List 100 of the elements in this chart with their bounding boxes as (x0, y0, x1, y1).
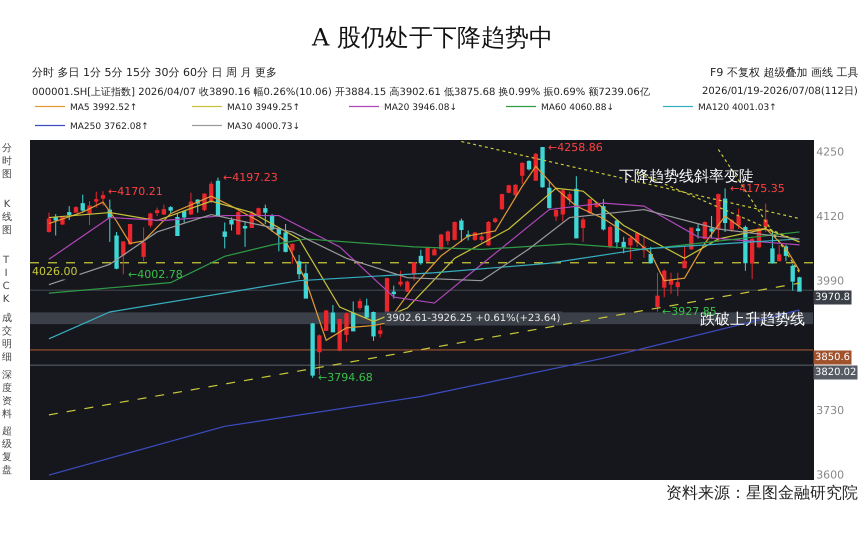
candlestick (418, 249, 423, 266)
annotation: 下降趋势线斜率变陡 (619, 167, 754, 185)
candlestick (696, 224, 700, 239)
candlestick (74, 206, 78, 214)
annotation: ←4002.78 (128, 268, 183, 281)
candlestick (622, 236, 626, 254)
text: 分时 多日 1分 5分 15分 30分 60分 日 周 月 更多 (32, 66, 277, 79)
text: TICK (2, 255, 10, 305)
candlestick (534, 152, 538, 182)
candlestick (506, 184, 511, 194)
candlestick (222, 222, 227, 249)
ref-line-label: 3820.02 (815, 367, 856, 378)
candlestick (676, 272, 680, 297)
candlestick (162, 204, 166, 216)
candlestick (500, 193, 504, 211)
candlestick (114, 231, 119, 270)
candlestick (236, 210, 240, 236)
candlestick (547, 180, 552, 210)
candlestick (344, 312, 349, 343)
candlestick (520, 162, 524, 184)
candlestick (290, 242, 295, 264)
text: 成交明细 (2, 312, 12, 363)
candlestick (46, 212, 52, 233)
candlestick (655, 272, 660, 312)
candlestick (378, 325, 382, 338)
candlestick (608, 225, 612, 249)
text: 深度资料 (2, 369, 12, 420)
legend-label: MA30 4000.73↓ (227, 122, 300, 132)
candlestick (662, 268, 666, 298)
candlestick (438, 233, 444, 250)
candlestick (459, 218, 464, 242)
candlestick (493, 217, 498, 224)
legend-label: MA5 3992.52↑ (70, 103, 138, 114)
y-tick-label: 3730 (816, 404, 844, 417)
ref-line-label: 4026.00 (32, 265, 78, 278)
annotation: ←3794.68 (318, 371, 373, 384)
candlestick (668, 272, 674, 294)
candlestick (554, 207, 558, 222)
text: 000001.SH[上证指数] 2026/04/07 收3890.16 幅0.26%(10.06) 开3884.15 高3902.61 低3875.68 换0.99% 振0.69% 额7239.06亿 (32, 86, 650, 98)
candlestick (182, 210, 186, 224)
legend-label: MA120 4001.03↑ (698, 103, 777, 114)
candlestick (242, 220, 248, 248)
candlestick (100, 190, 106, 206)
text: 分时图 (2, 142, 12, 180)
annotation: ←4170.21 (108, 185, 163, 198)
candlestick (682, 246, 687, 269)
candlestick (54, 214, 58, 236)
candlestick (513, 184, 518, 198)
candlestick (324, 310, 328, 332)
candlestick (716, 193, 720, 242)
candlestick (750, 237, 754, 280)
candlestick (392, 285, 396, 300)
ref-line-label: 3850.6 (815, 352, 850, 363)
candlestick (154, 207, 160, 217)
legend-label: MA10 3949.25↑ (227, 103, 300, 114)
candlestick (764, 203, 768, 232)
candlestick (358, 298, 362, 310)
text: 超级复盘 (2, 425, 12, 476)
band-label: 3902.61-3926.25 +0.61%(+23.64) (386, 313, 561, 324)
legend-label: MA60 4060.88↓ (541, 103, 614, 114)
candlestick (398, 270, 403, 288)
candlestick (310, 322, 315, 378)
ref-line-label: 3970.8 (815, 292, 850, 303)
candlestick (790, 264, 795, 292)
y-tick-label: 3990 (816, 274, 844, 288)
text: 2026/01/19-2026/07/08(112日) (702, 86, 858, 97)
candlestick (730, 218, 734, 232)
candlestick (560, 188, 565, 222)
candlestick (574, 176, 578, 239)
candlestick (628, 234, 633, 260)
candlestick (777, 244, 782, 262)
candlestick (405, 280, 410, 293)
candlestick (141, 226, 146, 262)
candlestick (209, 180, 214, 204)
candlestick (425, 246, 430, 262)
candlestick (364, 298, 369, 318)
candlestick (276, 226, 281, 252)
candlestick (480, 231, 484, 243)
candlestick (351, 301, 356, 332)
candlestick (580, 217, 586, 242)
y-tick-label: 4120 (816, 210, 844, 223)
candlestick (338, 318, 342, 352)
candlestick (263, 204, 268, 225)
candlestick (722, 188, 728, 232)
annotation: ←4175.35 (730, 182, 785, 195)
candlestick (446, 230, 450, 246)
y-tick-label: 4250 (816, 145, 844, 158)
legend-label: MA20 3946.08↓ (384, 103, 457, 114)
candlestick (94, 191, 98, 208)
candlestick (168, 206, 173, 214)
candlestick (80, 194, 85, 214)
text: 资料来源：星图金融研究院 (666, 483, 858, 502)
y-tick-label: 3600 (816, 468, 844, 482)
candlestick (67, 206, 72, 221)
candlestick (736, 208, 741, 230)
candlestick (526, 160, 532, 171)
candlestick (452, 221, 457, 241)
candlestick (229, 217, 234, 231)
candlestick (770, 230, 775, 264)
chart-title: A 股仍处于下降趋势中 (311, 24, 553, 52)
